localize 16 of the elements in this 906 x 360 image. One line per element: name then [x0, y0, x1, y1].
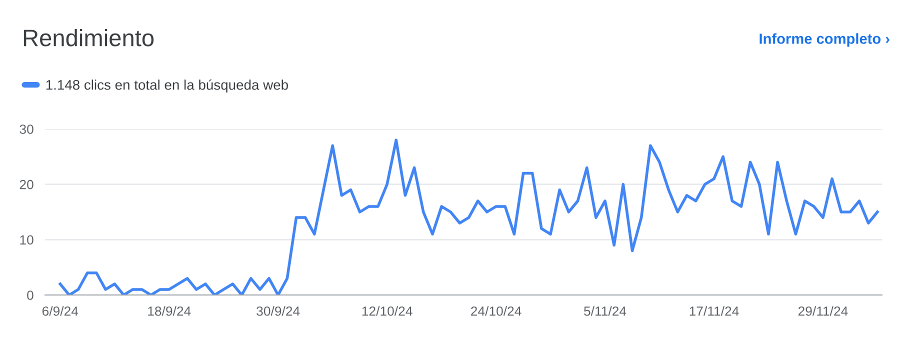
x-tick-label: 24/10/24 [471, 306, 522, 316]
x-tick-label: 6/9/24 [42, 306, 78, 316]
x-tick-label: 18/9/24 [148, 306, 191, 316]
line-series [58, 138, 879, 295]
y-tick-label: 0 [27, 290, 34, 300]
x-tick-label: 12/10/24 [362, 306, 412, 316]
x-tick-label: 30/9/24 [256, 306, 300, 316]
chart-title: Rendimiento [24, 28, 154, 46]
x-tick-label: 17/11/24 [690, 306, 739, 316]
x-tick-label: 5/11/24 [584, 306, 626, 316]
x-tick-label: 29/11/24 [798, 306, 848, 316]
y-tick-label: 30 [20, 124, 34, 134]
y-tick-label: 20 [20, 180, 34, 190]
text: Informe completo › [760, 33, 890, 47]
legend-label: 1.148 clics en total en la búsqueda web [46, 79, 288, 93]
y-tick-label: 10 [20, 235, 34, 245]
